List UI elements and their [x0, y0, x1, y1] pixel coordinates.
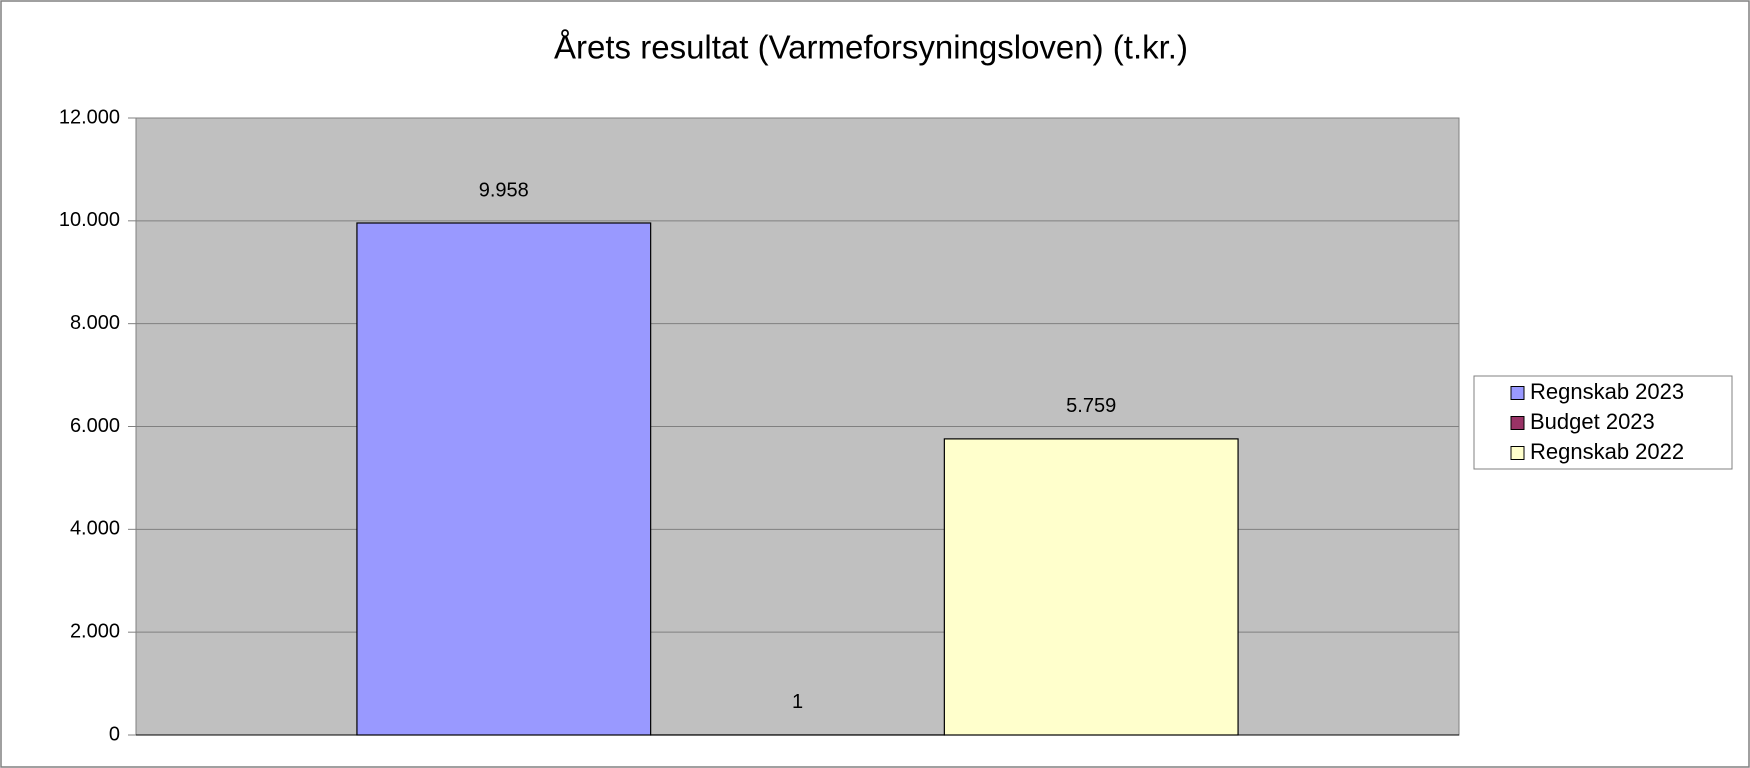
- legend-swatch: [1510, 416, 1525, 430]
- legend-label: Regnskab 2023: [1530, 379, 1684, 404]
- value-label: 1: [792, 691, 803, 713]
- legend-swatch: [1510, 446, 1525, 460]
- value-label: 9.958: [479, 179, 529, 201]
- y-tick-label: 4.000: [70, 518, 120, 540]
- chart-title: Årets resultat (Varmeforsyningsloven) (t…: [554, 29, 1188, 66]
- legend-label: Budget 2023: [1530, 409, 1655, 434]
- y-tick-label: 2.000: [70, 620, 120, 642]
- bar: [943, 438, 1239, 736]
- y-tick-label: 10.000: [59, 209, 120, 231]
- y-tick-label: 0: [109, 723, 120, 745]
- y-tick-label: 6.000: [70, 415, 120, 437]
- bar: [356, 222, 652, 736]
- legend-label: Regnskab 2022: [1530, 439, 1684, 464]
- legend-swatch: [1510, 386, 1525, 400]
- value-label: 5.759: [1066, 395, 1116, 417]
- y-tick-label: 8.000: [70, 312, 120, 334]
- y-tick-label: 12.000: [59, 106, 120, 128]
